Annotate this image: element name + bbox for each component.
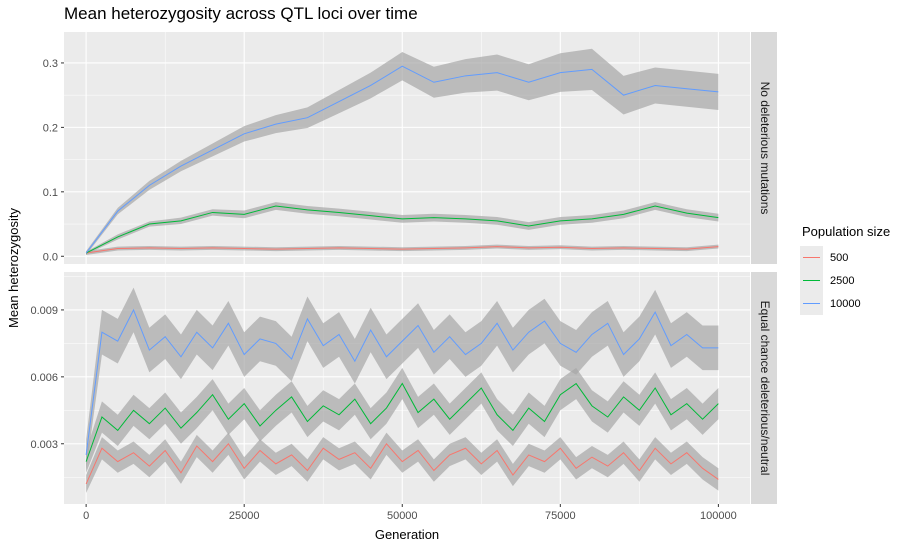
confidence-band-2500 — [86, 202, 719, 255]
series-line-10000 — [85, 308, 719, 455]
legend-title: Population size — [802, 224, 890, 239]
strip-background — [751, 272, 777, 504]
series-line-500 — [86, 246, 719, 254]
legend-label-500: 500 — [830, 252, 848, 264]
y-tick-label: 0.3 — [43, 58, 58, 70]
x-tick-label: 0 — [83, 510, 89, 522]
y-axis-title: Mean heterozygosity — [6, 208, 21, 328]
chart-title: Mean heterozygosity across QTL loci over… — [64, 4, 418, 23]
y-tick-label: 0.003 — [30, 439, 58, 451]
series-line-2500 — [85, 205, 719, 254]
legend: Population size 500 2500 10000 — [800, 224, 890, 315]
confidence-band-10000 — [86, 48, 719, 255]
strip-label: Equal chance deleterious/neutral — [758, 301, 772, 476]
legend-label-10000: 10000 — [830, 298, 861, 310]
x-tick-label: 50000 — [387, 510, 418, 522]
confidence-band-10000 — [86, 287, 719, 471]
legend-label-2500: 2500 — [830, 275, 854, 287]
y-tick-label: 0.1 — [43, 187, 58, 199]
series-line-10000 — [85, 65, 719, 254]
strip-label: No deleterious mutations — [758, 82, 772, 215]
x-tick-label: 25000 — [229, 510, 260, 522]
y-tick-label: 0.006 — [30, 372, 58, 384]
x-tick-label: 100000 — [700, 510, 737, 522]
series-line-2500 — [85, 382, 719, 462]
y-tick-label: 0.0 — [43, 251, 58, 263]
strip-background — [751, 32, 777, 264]
panel-2: 0.003 0.006 0.009 Equal chance deleterious/… — [30, 272, 777, 504]
x-tick-label: 75000 — [545, 510, 576, 522]
y-tick-label: 0.009 — [30, 305, 58, 317]
panel-1: 0.0 0.1 0.2 0.3 No deleterious mutations — [43, 32, 777, 264]
series-line-500 — [85, 442, 719, 485]
y-tick-label: 0.2 — [43, 122, 58, 134]
x-axis-title: Generation — [375, 527, 439, 542]
